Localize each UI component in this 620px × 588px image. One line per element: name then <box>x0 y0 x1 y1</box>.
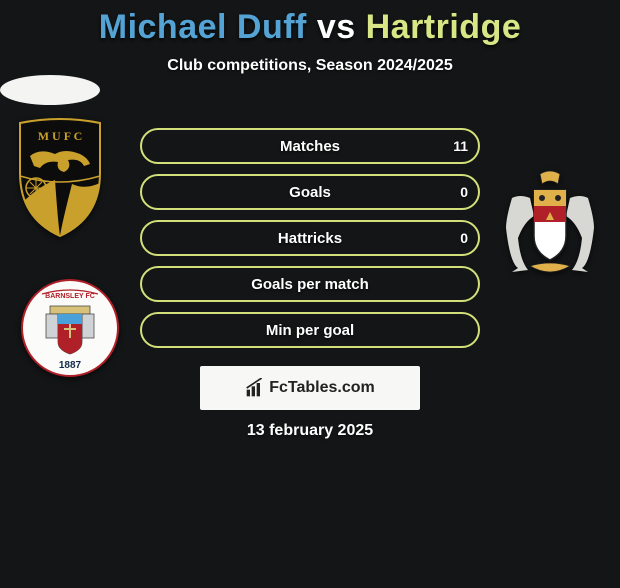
club-badge-ellipse <box>0 75 100 105</box>
svg-text:M U F C: M U F C <box>38 129 83 143</box>
stat-label: Hattricks <box>278 230 342 247</box>
stat-label: Min per goal <box>266 322 354 339</box>
date-text: 13 february 2025 <box>0 422 620 440</box>
svg-text:1887: 1887 <box>59 360 82 371</box>
svg-text:BARNSLEY FC: BARNSLEY FC <box>45 293 95 300</box>
stat-label: Goals per match <box>251 276 369 293</box>
stat-row: Goals per match <box>140 266 480 302</box>
comparison-title: Michael Duff vs Hartridge <box>0 8 620 47</box>
title-player-right: Hartridge <box>366 8 522 46</box>
stats-panel: Matches 11 Goals 0 Hattricks 0 Goals per match… <box>140 128 480 358</box>
title-vs: vs <box>317 8 356 46</box>
bar-chart-icon <box>245 378 265 398</box>
stat-row: Goals 0 <box>140 174 480 210</box>
stat-row: Min per goal <box>140 312 480 348</box>
stat-value-left: 0 <box>460 230 468 246</box>
title-player-left: Michael Duff <box>99 8 307 46</box>
stat-value-left: 11 <box>453 138 468 154</box>
club-badge-bradford <box>500 168 600 278</box>
attribution-text: FcTables.com <box>269 379 375 397</box>
club-badge-barnsley: BARNSLEY FC 1887 <box>20 278 120 378</box>
stat-value-left: 0 <box>460 184 468 200</box>
stat-row: Hattricks 0 <box>140 220 480 256</box>
subtitle: Club competitions, Season 2024/2025 <box>0 57 620 75</box>
stat-label: Goals <box>289 184 331 201</box>
stat-label: Matches <box>280 138 340 155</box>
stat-row: Matches 11 <box>140 128 480 164</box>
attribution-box: FcTables.com <box>200 366 420 410</box>
club-badge-maidstone: M U F C <box>10 118 110 238</box>
